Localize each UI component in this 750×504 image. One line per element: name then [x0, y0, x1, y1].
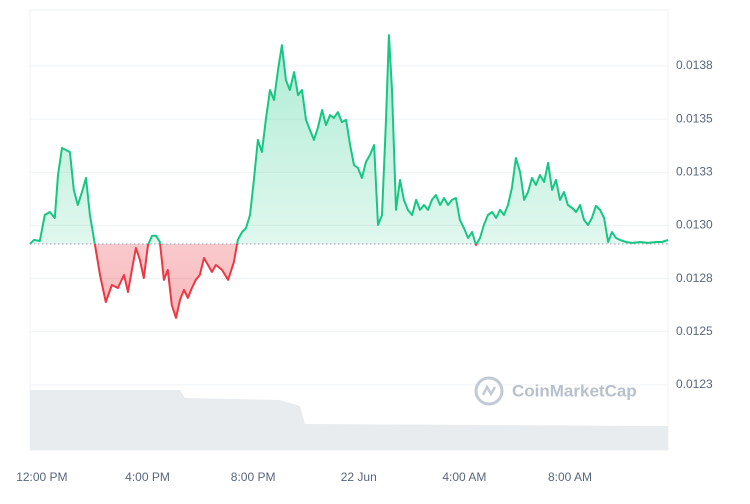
volume-area	[30, 390, 668, 450]
x-tick-label: 22 Jun	[341, 470, 377, 484]
x-tick-label: 12:00 PM	[16, 470, 67, 484]
y-tick-label: 0.0133	[676, 164, 713, 178]
price-line	[30, 243, 478, 319]
y-tick-label: 0.0125	[676, 324, 713, 338]
price-line	[29, 34, 669, 244]
y-tick-label: 0.0138	[676, 58, 713, 72]
y-tick-label: 0.0123	[676, 377, 713, 391]
x-tick-label: 4:00 AM	[442, 470, 486, 484]
x-tick-label: 4:00 PM	[125, 470, 170, 484]
watermark: CoinMarketCap	[512, 381, 637, 400]
x-tick-label: 8:00 AM	[548, 470, 592, 484]
x-tick-label: 8:00 PM	[231, 470, 276, 484]
y-tick-label: 0.0128	[676, 271, 713, 285]
watermark-logo	[474, 376, 504, 406]
area-below	[94, 243, 477, 318]
y-tick-label: 0.0135	[676, 111, 713, 125]
y-tick-label: 0.0130	[676, 218, 713, 232]
